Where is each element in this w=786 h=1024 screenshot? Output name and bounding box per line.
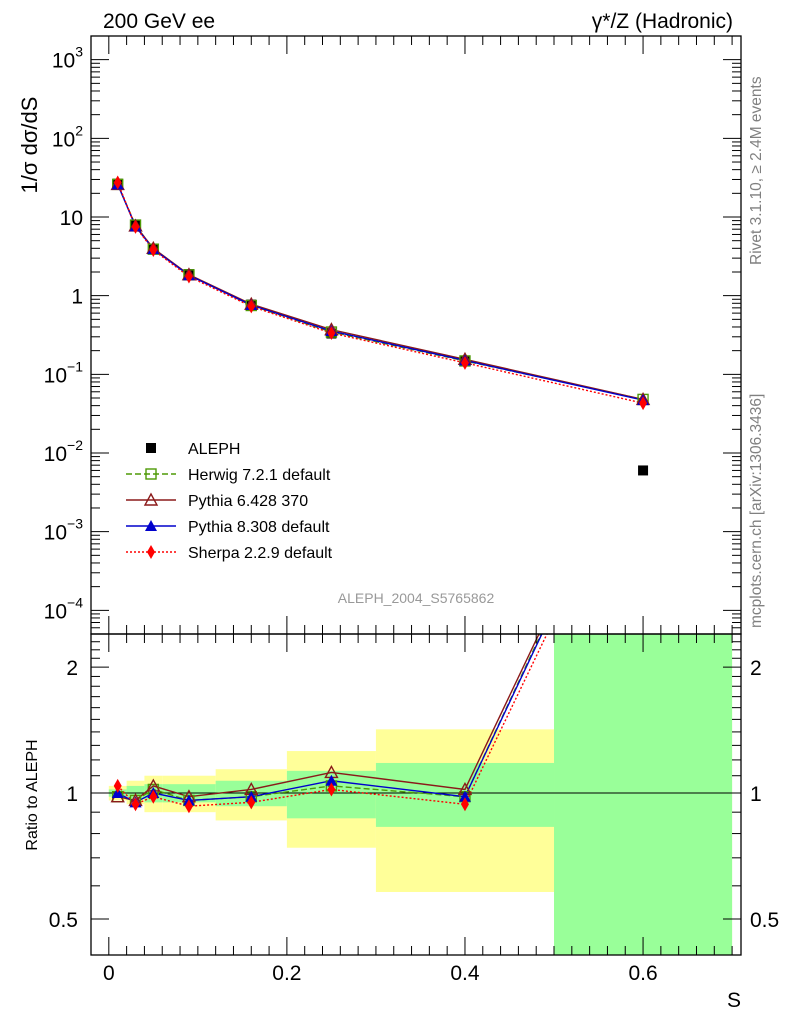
ratio-ytick-label-right-2: 2 bbox=[750, 657, 762, 680]
main-ytick-label-6: 102 bbox=[52, 122, 83, 151]
xtick-label-2: 0.4 bbox=[450, 962, 480, 985]
ratio-marker-sherpa-4 bbox=[247, 795, 256, 810]
ratio-marker-sherpa-6 bbox=[460, 797, 469, 812]
main-marker-sherpa-1 bbox=[131, 219, 140, 234]
header-right-title: γ*/Z (Hadronic) bbox=[592, 10, 733, 33]
main-marker-sherpa-0 bbox=[113, 175, 122, 190]
legend-label-data: ALEPH bbox=[188, 441, 240, 458]
stat-band-7 bbox=[554, 634, 733, 955]
main-marker-sherpa-4 bbox=[247, 299, 256, 314]
legend-marker-pythia6 bbox=[143, 492, 159, 506]
main-marker-sherpa-6 bbox=[460, 355, 469, 370]
ratio-plot-frame bbox=[90, 633, 742, 956]
ratio-marker-sherpa-3 bbox=[184, 799, 193, 814]
legend-label-pythia8: Pythia 8.308 default bbox=[188, 519, 330, 536]
ratio-marker-sherpa-1 bbox=[131, 797, 140, 812]
main-ytick-label-1: 10−3 bbox=[44, 516, 84, 545]
ratio-series-layer bbox=[110, 634, 548, 814]
ratio-marker-pythia8-6 bbox=[458, 790, 471, 802]
analysis-id-label: ALEPH_2004_S5765862 bbox=[338, 590, 495, 606]
ratio-marker-sherpa-5 bbox=[327, 782, 336, 797]
x-axis-title: S bbox=[727, 989, 741, 1012]
ratio-ytick-label-left-0: 0.5 bbox=[49, 909, 78, 932]
mcplots-source-label: mcplots.cern.ch [arXiv:1306.3436] bbox=[748, 394, 765, 628]
ratio-y-axis-title: Ratio to ALEPH bbox=[24, 739, 41, 850]
main-ytick-label-5: 10 bbox=[60, 207, 83, 230]
ratio-ytick-label-right-0: 0.5 bbox=[750, 909, 779, 932]
ratio-line-pythia6 bbox=[117, 634, 540, 802]
main-y-axis-title: 1/σ dσ/dS bbox=[17, 97, 42, 194]
main-marker-sherpa-5 bbox=[327, 326, 336, 341]
main-ytick-label-2: 10−2 bbox=[44, 437, 84, 466]
legend-label-sherpa: Sherpa 2.2.9 default bbox=[188, 545, 333, 562]
ratio-marker-sherpa-2 bbox=[149, 789, 158, 804]
xtick-label-0: 0 bbox=[103, 962, 115, 985]
main-line-herwig bbox=[117, 184, 644, 401]
ratio-ytick-label-left-2: 2 bbox=[66, 657, 78, 680]
axis-ticks bbox=[91, 35, 741, 955]
legend-marker-pythia8 bbox=[145, 520, 157, 531]
ratio-uncertainty-bands bbox=[108, 634, 733, 955]
main-series-layer bbox=[110, 175, 651, 476]
legend: ALEPH Herwig 7.2.1 default Pythia 6.428 37… bbox=[126, 441, 333, 562]
legend-marker-herwig bbox=[145, 468, 157, 480]
xtick-label-1: 0.2 bbox=[272, 962, 301, 985]
main-line-pythia8 bbox=[117, 184, 644, 401]
header-left-title: 200 GeV ee bbox=[103, 10, 215, 33]
ratio-ytick-label-right-1: 1 bbox=[750, 783, 762, 806]
main-marker-sherpa-7 bbox=[639, 396, 648, 411]
legend-label-herwig: Herwig 7.2.1 default bbox=[188, 467, 331, 484]
main-marker-sherpa-2 bbox=[149, 243, 158, 258]
ratio-ytick-label-left-1: 1 bbox=[66, 783, 78, 806]
main-ytick-label-3: 10−1 bbox=[44, 358, 84, 387]
data-point-7 bbox=[638, 465, 649, 476]
main-line-sherpa bbox=[117, 182, 644, 404]
rivet-version-label: Rivet 3.1.10, ≥ 2.4M events bbox=[748, 76, 765, 265]
xtick-label-3: 0.6 bbox=[628, 962, 657, 985]
legend-label-pythia6: Pythia 6.428 370 bbox=[188, 493, 308, 510]
ratio-marker-sherpa-0 bbox=[113, 778, 122, 793]
ratio-marker-pythia8-5 bbox=[325, 774, 338, 786]
main-line-pythia6 bbox=[117, 184, 644, 401]
main-ytick-label-7: 103 bbox=[52, 44, 83, 73]
legend-marker-sherpa bbox=[147, 545, 155, 559]
main-marker-sherpa-3 bbox=[184, 269, 193, 284]
main-ytick-label-0: 10−4 bbox=[44, 594, 84, 623]
legend-marker-data bbox=[146, 443, 156, 453]
main-ytick-label-4: 1 bbox=[71, 286, 83, 309]
